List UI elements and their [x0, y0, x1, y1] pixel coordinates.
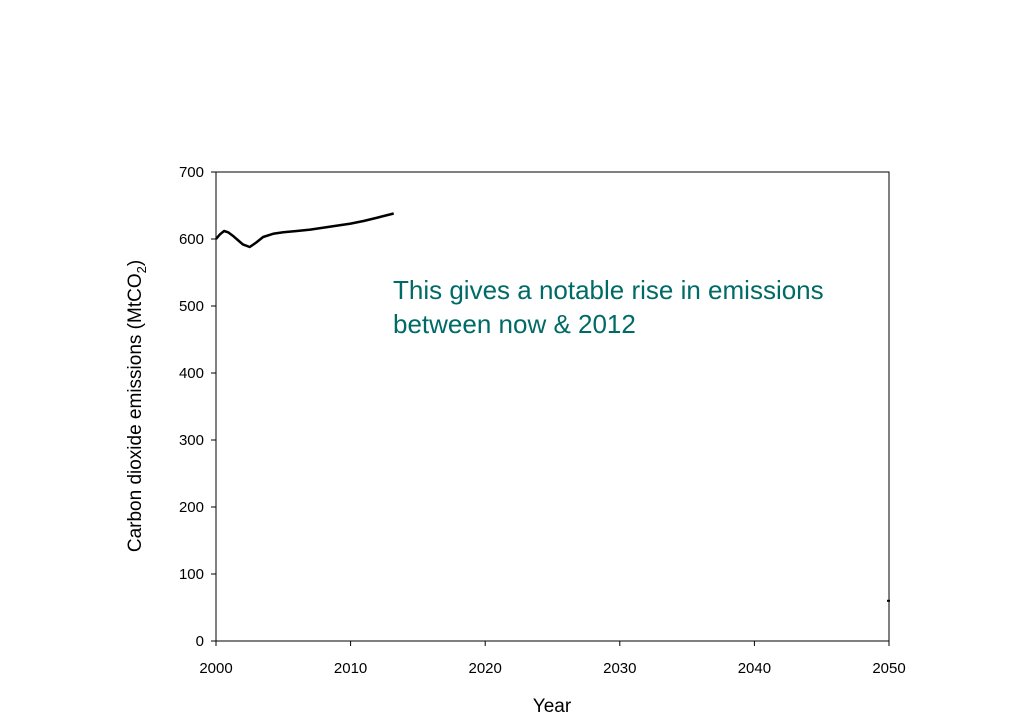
series-line-0: [215, 212, 395, 249]
y-tick-label: 300: [179, 432, 204, 449]
annotation-line-2: between now & 2012: [393, 309, 636, 339]
chart-annotation: This gives a notable rise in emissions b…: [393, 273, 893, 341]
y-axis-title-close: ): [125, 260, 146, 266]
x-tick-label: 2000: [199, 660, 232, 677]
y-tick-label: 200: [179, 499, 204, 516]
y-axis-title: Carbon dioxide emissions (MtCO2): [125, 260, 149, 552]
series-lines: [215, 212, 890, 602]
x-axis-title: Year: [533, 696, 572, 717]
x-tick-label: 2020: [469, 660, 502, 677]
y-axis-title-subscript: 2: [134, 266, 149, 273]
y-tick-label: 500: [179, 298, 204, 315]
plot-frame: [215, 171, 890, 642]
x-tick-label: 2010: [334, 660, 367, 677]
ticks: 2000 2010 2020 2030 2040 2050 0 100 200 300 400 500…: [179, 164, 906, 677]
x-tick-label: 2030: [603, 660, 636, 677]
y-tick-label: 400: [179, 365, 204, 382]
x-tick-label: 2050: [872, 660, 905, 677]
annotation-line-1: This gives a notable rise in emissions: [393, 275, 824, 305]
y-tick-label: 700: [179, 164, 204, 181]
x-tick-label: 2040: [738, 660, 771, 677]
y-axis-title-main: Carbon dioxide emissions (MtCO: [125, 273, 146, 552]
y-tick-label: 600: [179, 231, 204, 248]
y-tick-label: 0: [196, 633, 204, 650]
y-tick-label: 100: [179, 566, 204, 583]
